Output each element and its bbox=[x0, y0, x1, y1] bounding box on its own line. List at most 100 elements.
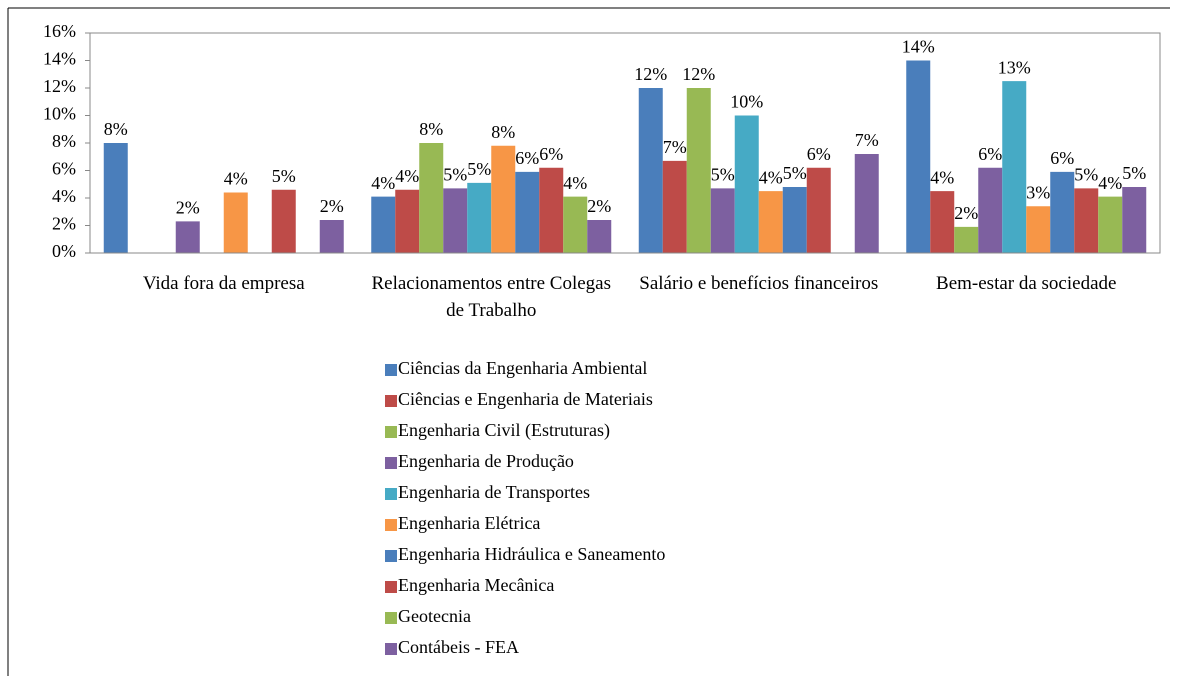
bar bbox=[734, 115, 759, 253]
legend-label: Engenharia Mecânica bbox=[398, 575, 554, 595]
value-label: 3% bbox=[1026, 182, 1050, 202]
value-label: 2% bbox=[587, 196, 611, 216]
bar bbox=[854, 154, 879, 253]
legend-label: Ciências da Engenharia Ambiental bbox=[398, 358, 647, 378]
y-tick-label: 0% bbox=[52, 241, 76, 261]
y-tick-label: 14% bbox=[43, 49, 76, 69]
legend-label: Engenharia de Produção bbox=[398, 451, 574, 471]
bar bbox=[371, 196, 396, 253]
bar bbox=[1122, 187, 1147, 253]
y-tick-label: 6% bbox=[52, 159, 76, 179]
y-tick-label: 10% bbox=[43, 104, 76, 124]
bar bbox=[758, 191, 783, 253]
legend-label: Ciências e Engenharia de Materiais bbox=[398, 389, 653, 409]
value-label: 5% bbox=[783, 163, 807, 183]
legend-swatch bbox=[385, 488, 397, 500]
bar bbox=[1098, 196, 1123, 253]
bar bbox=[686, 88, 711, 253]
x-tick-label: Vida fora da empresa bbox=[142, 273, 305, 294]
bar bbox=[954, 226, 979, 253]
legend-swatch bbox=[385, 395, 397, 407]
value-label: 2% bbox=[954, 203, 978, 223]
bar bbox=[419, 143, 444, 253]
bar bbox=[175, 221, 200, 253]
bar bbox=[491, 145, 516, 253]
bar bbox=[1026, 206, 1051, 253]
legend-swatch bbox=[385, 643, 397, 655]
value-label: 5% bbox=[1122, 163, 1146, 183]
value-label: 14% bbox=[902, 37, 935, 57]
value-label: 6% bbox=[515, 148, 539, 168]
bar bbox=[906, 60, 931, 253]
value-label: 4% bbox=[563, 173, 587, 193]
value-label: 4% bbox=[930, 167, 954, 187]
bar bbox=[103, 143, 128, 253]
bar bbox=[782, 187, 807, 253]
value-label: 6% bbox=[1050, 148, 1074, 168]
value-label: 4% bbox=[371, 173, 395, 193]
x-tick-label: Bem-estar da sociedade bbox=[936, 273, 1117, 294]
x-tick-label: Relacionamentos entre Colegas de Trabalh… bbox=[371, 273, 612, 321]
value-label: 12% bbox=[682, 64, 715, 84]
bar bbox=[271, 189, 296, 253]
bar bbox=[395, 189, 420, 253]
bar bbox=[1002, 81, 1027, 253]
bar bbox=[1074, 188, 1099, 253]
value-label: 10% bbox=[730, 92, 763, 112]
bar bbox=[978, 167, 1003, 253]
legend-label: Geotecnia bbox=[398, 606, 471, 626]
bar bbox=[443, 188, 468, 253]
legend-swatch bbox=[385, 581, 397, 593]
value-label: 6% bbox=[807, 144, 831, 164]
legend-label: Engenharia de Transportes bbox=[398, 482, 590, 502]
y-tick-label: 4% bbox=[52, 186, 76, 206]
value-label: 4% bbox=[759, 167, 783, 187]
legend-swatch bbox=[385, 364, 397, 376]
legend-swatch bbox=[385, 426, 397, 438]
x-tick-label: Salário e benefícios financeiros bbox=[639, 273, 879, 294]
legend-swatch bbox=[385, 550, 397, 562]
bar bbox=[930, 191, 955, 253]
y-tick-label: 12% bbox=[43, 76, 76, 96]
value-label: 7% bbox=[855, 130, 879, 150]
legend-swatch bbox=[385, 519, 397, 531]
bar bbox=[1050, 171, 1075, 253]
y-tick-label: 2% bbox=[52, 214, 76, 234]
value-label: 4% bbox=[224, 169, 248, 189]
bar bbox=[587, 220, 612, 253]
bar bbox=[515, 171, 540, 253]
value-label: 7% bbox=[663, 137, 687, 157]
bar bbox=[638, 88, 663, 253]
value-label: 13% bbox=[998, 57, 1031, 77]
legend-label: Contábeis - FEA bbox=[398, 637, 519, 657]
value-label: 4% bbox=[395, 166, 419, 186]
value-label: 5% bbox=[711, 165, 735, 185]
value-label: 2% bbox=[320, 196, 344, 216]
value-label: 4% bbox=[1098, 173, 1122, 193]
legend-label: Engenharia Hidráulica e Saneamento bbox=[398, 544, 665, 564]
bar bbox=[563, 196, 588, 253]
value-label: 8% bbox=[491, 122, 515, 142]
value-label: 2% bbox=[176, 198, 200, 218]
legend-swatch bbox=[385, 457, 397, 469]
legend-swatch bbox=[385, 612, 397, 624]
bar bbox=[662, 160, 687, 253]
value-label: 5% bbox=[443, 165, 467, 185]
value-label: 5% bbox=[272, 166, 296, 186]
y-tick-label: 16% bbox=[43, 21, 76, 41]
legend-label: Engenharia Civil (Estruturas) bbox=[398, 420, 610, 441]
value-label: 6% bbox=[539, 144, 563, 164]
y-tick-label: 8% bbox=[52, 131, 76, 151]
value-label: 8% bbox=[419, 119, 443, 139]
bar bbox=[539, 167, 564, 253]
bar bbox=[710, 188, 735, 253]
value-label: 6% bbox=[978, 144, 1002, 164]
bar bbox=[223, 192, 248, 253]
bar bbox=[806, 167, 831, 253]
value-label: 5% bbox=[467, 159, 491, 179]
bar bbox=[467, 182, 492, 253]
value-label: 12% bbox=[634, 64, 667, 84]
bar bbox=[319, 220, 344, 253]
